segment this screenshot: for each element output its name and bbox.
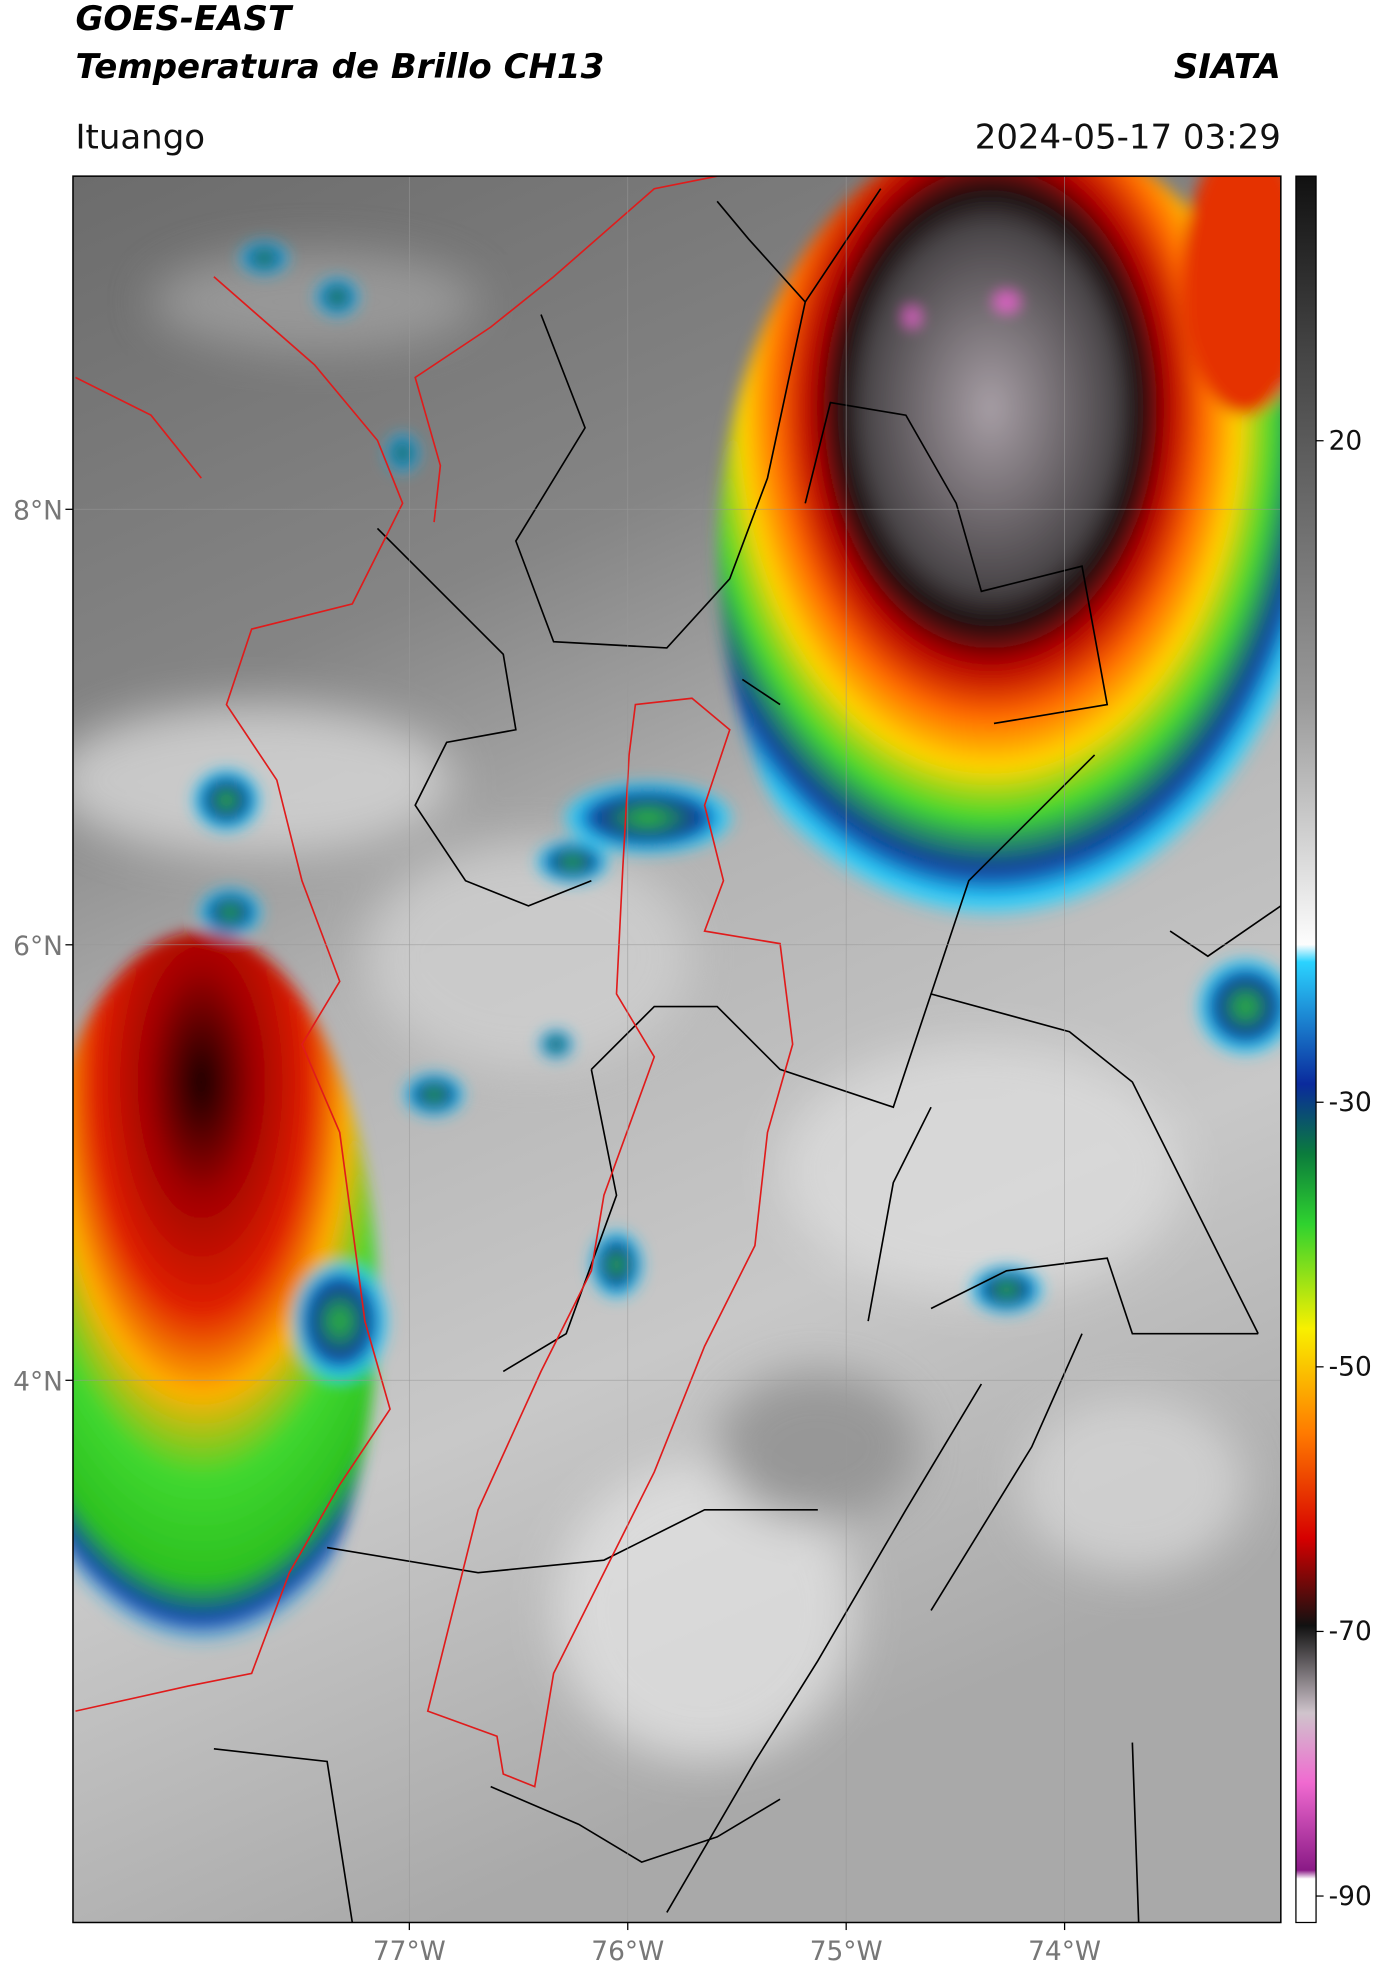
lat-label: 6°N [13,931,63,962]
subtitle: Temperatura de Brillo CH13 [75,47,604,87]
map-frame [72,175,1282,1924]
colorbar-tick-label: -30 [1329,1087,1372,1118]
colorbar-tick-label: -70 [1329,1616,1372,1647]
colorbar-tick-label: -50 [1329,1352,1372,1383]
lon-label: 77°W [373,1936,446,1967]
graticule [72,176,1281,1923]
map-image [72,176,1281,1923]
lat-label: 4°N [13,1366,63,1397]
lon-label: 75°W [810,1936,883,1967]
location: Ituango [75,117,205,157]
source: SIATA [1174,47,1281,87]
lon-label: 76°W [591,1936,664,1967]
colorbar [1295,175,1317,1924]
lat-label: 8°N [13,495,63,526]
colorbar-tick-label: -90 [1329,1881,1372,1912]
datetime: 2024-05-17 03:29 [975,117,1281,157]
colorbar-tick-label: 20 [1329,426,1363,457]
lon-label: 74°W [1028,1936,1101,1967]
title: GOES-EAST [75,0,293,39]
